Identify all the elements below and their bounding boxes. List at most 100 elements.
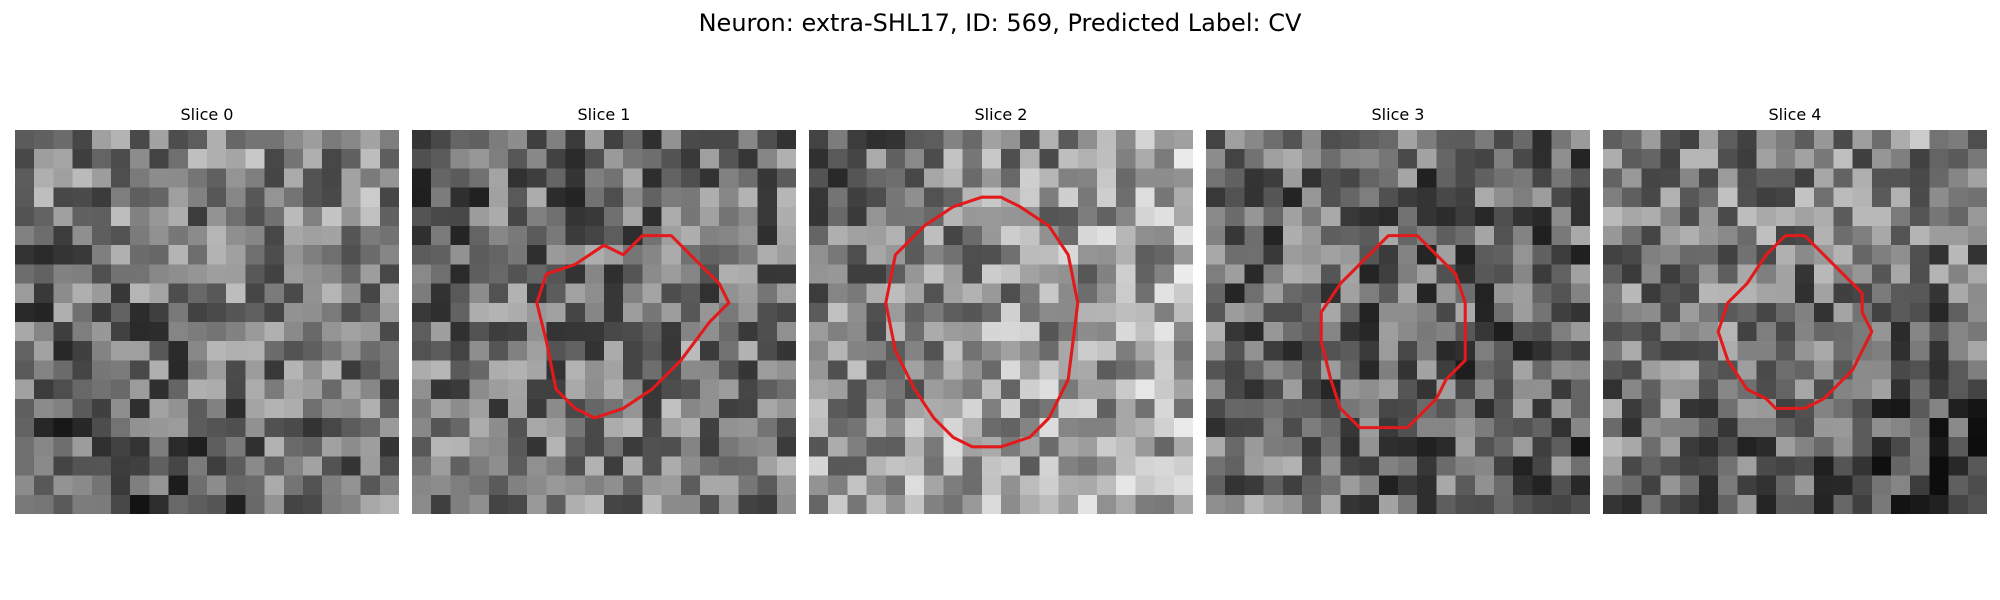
- image-pixel: [1455, 494, 1476, 514]
- image-pixel: [1436, 398, 1456, 419]
- image-pixel: [905, 437, 925, 457]
- image-pixel: [1967, 418, 1987, 438]
- image-pixel: [341, 475, 361, 496]
- image-pixel: [719, 341, 739, 361]
- image-pixel: [1378, 283, 1399, 304]
- image-pixel: [604, 206, 624, 227]
- image-pixel: [680, 360, 701, 380]
- image-pixel: [1699, 456, 1719, 476]
- image-pixel: [565, 130, 586, 150]
- image-pixel: [661, 168, 682, 188]
- image-pixel: [1756, 398, 1777, 419]
- image-pixel: [757, 168, 778, 188]
- image-pixel: [1795, 149, 1815, 169]
- image-pixel: [1154, 206, 1175, 227]
- image-pixel: [680, 418, 701, 438]
- image-pixel: [360, 245, 381, 265]
- image-pixel: [1775, 264, 1796, 284]
- image-pixel: [226, 264, 246, 284]
- image-pixel: [53, 283, 73, 304]
- image-pixel: [508, 264, 528, 284]
- image-pixel: [1833, 456, 1853, 476]
- image-pixel: [1641, 149, 1661, 169]
- image-pixel: [623, 149, 643, 169]
- image-pixel: [34, 475, 54, 496]
- image-pixel: [1417, 206, 1437, 227]
- image-pixel: [53, 226, 73, 246]
- image-pixel: [1852, 149, 1873, 169]
- image-pixel: [15, 168, 35, 188]
- image-pixel: [508, 437, 528, 457]
- image-pixel: [1206, 206, 1226, 227]
- image-pixel: [34, 341, 54, 361]
- image-pixel: [981, 206, 1002, 227]
- image-pixel: [1570, 475, 1590, 496]
- image-pixel: [72, 149, 93, 169]
- image-pixel: [1206, 302, 1226, 323]
- image-pixel: [469, 302, 490, 323]
- image-pixel: [450, 149, 470, 169]
- image-pixel: [1455, 475, 1476, 496]
- image-pixel: [642, 418, 662, 438]
- image-pixel: [1948, 130, 1969, 150]
- image-pixel: [1263, 245, 1284, 265]
- image-pixel: [1737, 130, 1757, 150]
- image-pixel: [412, 322, 432, 342]
- image-pixel: [1551, 418, 1572, 438]
- image-pixel: [1173, 283, 1193, 304]
- image-pixel: [207, 494, 227, 514]
- image-pixel: [1359, 283, 1380, 304]
- image-pixel: [1622, 302, 1642, 323]
- image-pixel: [264, 475, 285, 496]
- image-pixel: [642, 341, 662, 361]
- image-pixel: [15, 437, 35, 457]
- image-pixel: [604, 418, 624, 438]
- image-pixel: [1436, 341, 1456, 361]
- image-pixel: [226, 475, 246, 496]
- image-pixel: [1871, 494, 1892, 514]
- image-pixel: [924, 245, 944, 265]
- image-pixel: [1660, 283, 1681, 304]
- image-pixel: [680, 226, 701, 246]
- image-pixel: [1513, 437, 1533, 457]
- image-pixel: [1603, 130, 1623, 150]
- image-pixel: [981, 341, 1002, 361]
- image-pixel: [623, 226, 643, 246]
- image-pixel: [738, 398, 758, 419]
- image-pixel: [1871, 168, 1892, 188]
- image-pixel: [680, 494, 701, 514]
- image-pixel: [1795, 360, 1815, 380]
- image-pixel: [1417, 475, 1437, 496]
- image-pixel: [111, 494, 131, 514]
- image-pixel: [809, 264, 829, 284]
- image-pixel: [1513, 456, 1533, 476]
- image-pixel: [1660, 130, 1681, 150]
- image-pixel: [168, 456, 189, 476]
- image-pixel: [34, 283, 54, 304]
- image-pixel: [1775, 149, 1796, 169]
- image-pixel: [1948, 226, 1969, 246]
- image-pixel: [1359, 398, 1380, 419]
- image-pixel: [1206, 341, 1226, 361]
- image-pixel: [341, 206, 361, 227]
- image-pixel: [168, 302, 189, 323]
- image-pixel: [1603, 302, 1623, 323]
- image-pixel: [1039, 360, 1059, 380]
- image-pixel: [1891, 283, 1911, 304]
- image-pixel: [1679, 398, 1700, 419]
- image-pixel: [1852, 456, 1873, 476]
- image-pixel: [1225, 283, 1245, 304]
- image-pixel: [303, 168, 323, 188]
- image-pixel: [623, 245, 643, 265]
- image-pixel: [360, 341, 381, 361]
- image-pixel: [1871, 226, 1892, 246]
- image-pixel: [700, 206, 720, 227]
- image-pixel: [623, 360, 643, 380]
- image-pixel: [1244, 149, 1264, 169]
- image-pixel: [450, 226, 470, 246]
- image-pixel: [1436, 494, 1456, 514]
- image-pixel: [1135, 341, 1155, 361]
- image-pixel: [1154, 226, 1175, 246]
- image-pixel: [149, 149, 169, 169]
- image-pixel: [680, 283, 701, 304]
